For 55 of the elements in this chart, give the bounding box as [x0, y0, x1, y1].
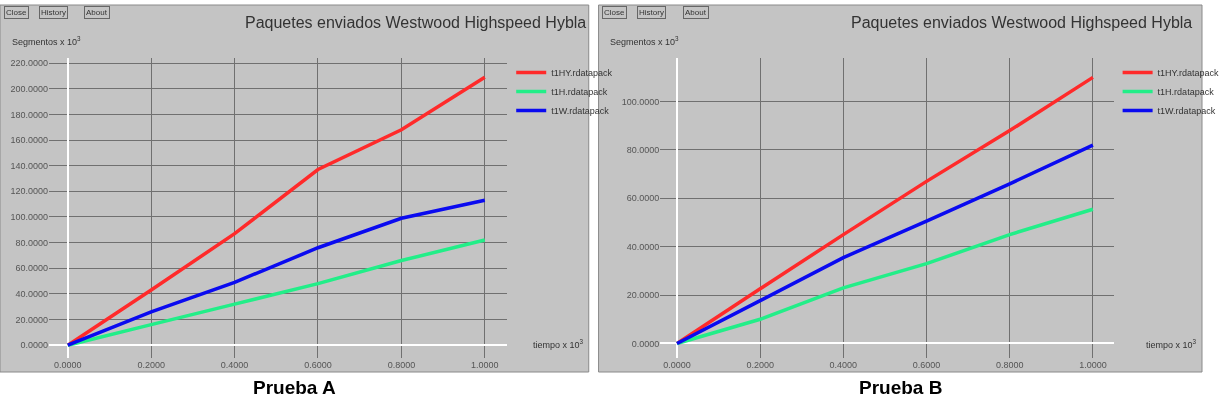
- legend-label: t1W.rdatapack: [551, 106, 610, 117]
- y-tick-label: 80.0000: [15, 237, 49, 248]
- legend-label: t1H.rdatapack: [551, 87, 608, 98]
- y-tick-label: 120.0000: [10, 186, 49, 197]
- x-tick-label: 0.4000: [829, 360, 858, 370]
- line-series: [66, 238, 487, 347]
- y-tick-label: 220.0000: [10, 58, 49, 69]
- y-tick-label: 60.0000: [15, 263, 49, 274]
- y-tick-label: 40.0000: [626, 241, 660, 252]
- y-tick-label: 200.0000: [10, 83, 49, 94]
- legend-label: t1HY.rdatapack: [551, 68, 613, 79]
- text: About: [86, 8, 108, 17]
- x-tick-label: 0.6000: [912, 360, 941, 370]
- x-tick-label: 0.8000: [387, 360, 416, 370]
- text: History: [639, 8, 664, 17]
- y-tick-label: 60.0000: [626, 193, 660, 204]
- line-series: [66, 75, 487, 347]
- chart-title: Paquetes enviados Westwood Highspeed Hybla: [245, 14, 587, 31]
- x-axis-title: tiempo x 10$^{3}$: [533, 338, 584, 350]
- text: History: [41, 8, 66, 17]
- y-tick-label: 140.0000: [10, 160, 49, 171]
- y-tick-label: 0.0000: [20, 340, 49, 351]
- y-tick-label: 160.0000: [10, 135, 49, 146]
- text: About: [685, 8, 707, 17]
- line-series: [675, 207, 1095, 346]
- line-series: [66, 198, 487, 347]
- x-axis-title: tiempo x 10$^{3}$: [1146, 338, 1197, 350]
- y-tick-label: 100.0000: [10, 212, 49, 223]
- y-tick-label: 100.0000: [621, 96, 660, 107]
- chart-title: Paquetes enviados Westwood Highspeed Hybla: [851, 14, 1193, 31]
- legend-label: t1W.rdatapack: [1157, 106, 1216, 117]
- legend-label: t1H.rdatapack: [1157, 87, 1215, 98]
- legend-label: t1HY.rdatapack: [1157, 68, 1219, 79]
- x-tick-label: 0.6000: [304, 360, 332, 370]
- y-tick-label: 20.0000: [15, 314, 49, 325]
- x-tick-label: 0.0000: [663, 360, 691, 370]
- text: Prueba A: [253, 377, 336, 398]
- x-tick-label: 0.4000: [220, 360, 249, 370]
- y-axis-title: Segmentos x 10$^{3}$: [12, 35, 82, 47]
- line-series: [675, 143, 1095, 346]
- y-axis-title: Segmentos x 10$^{3}$: [610, 35, 680, 47]
- text: Prueba B: [859, 377, 943, 398]
- y-tick-label: 20.0000: [626, 290, 660, 301]
- x-tick-label: 0.8000: [995, 360, 1024, 370]
- y-tick-label: 40.0000: [15, 289, 49, 300]
- text: Close: [6, 8, 27, 17]
- x-tick-label: 0.2000: [137, 360, 165, 370]
- x-tick-label: 1.0000: [1079, 360, 1107, 370]
- y-tick-label: 180.0000: [10, 109, 49, 120]
- x-tick-label: 0.0000: [54, 360, 82, 370]
- text: Close: [604, 8, 625, 17]
- y-tick-label: 0.0000: [631, 338, 660, 349]
- x-tick-label: 1.0000: [471, 360, 499, 370]
- x-tick-label: 0.2000: [746, 360, 774, 370]
- y-tick-label: 80.0000: [626, 145, 660, 156]
